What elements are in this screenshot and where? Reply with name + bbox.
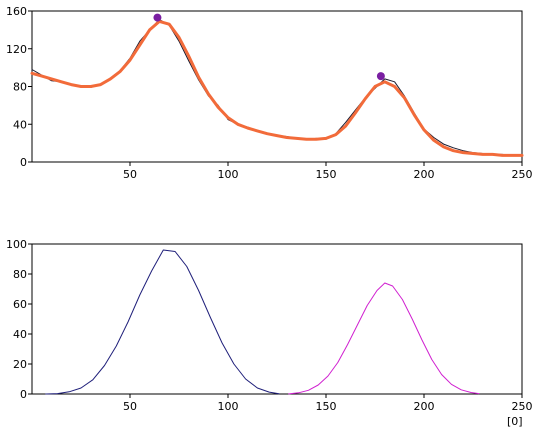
series-line-peak-1 xyxy=(45,249,280,395)
top-plot-frame xyxy=(31,10,523,163)
series-line-peak-2 xyxy=(288,282,480,395)
top-plot: 0 40 80 120 160 50 100 150 200 250 xyxy=(6,5,533,181)
bottom-y-ticks: 0 20 40 60 80 100 xyxy=(6,238,32,401)
y-tick-label: 60 xyxy=(13,298,27,311)
top-peak-markers xyxy=(153,13,385,81)
x-tick-label: 200 xyxy=(414,168,435,181)
x-tick-label: 150 xyxy=(316,168,337,181)
x-tick-label: 100 xyxy=(218,168,239,181)
y-tick-label: 40 xyxy=(13,118,27,131)
y-tick-label: 40 xyxy=(13,328,27,341)
y-tick-label: 80 xyxy=(13,81,27,94)
bottom-plot-frame xyxy=(31,243,523,395)
x-tick-label: 100 xyxy=(218,400,239,413)
bottom-series-group xyxy=(45,249,480,395)
y-tick-label: 20 xyxy=(13,358,27,371)
bottom-x-ticks: 50 100 150 200 250 xyxy=(123,394,533,413)
peak-marker xyxy=(153,13,162,22)
x-tick-label: 50 xyxy=(123,168,137,181)
series-line-fit xyxy=(30,19,524,157)
x-tick-label: 150 xyxy=(316,400,337,413)
top-x-ticks: 50 100 150 200 250 xyxy=(123,162,533,181)
y-tick-label: 0 xyxy=(20,156,27,169)
y-tick-label: 120 xyxy=(6,43,27,56)
y-tick-label: 80 xyxy=(13,268,27,281)
x-tick-label: 250 xyxy=(512,168,533,181)
x-tick-label: 50 xyxy=(123,400,137,413)
x-tick-label: 250 xyxy=(512,400,533,413)
top-y-ticks: 0 40 80 120 160 xyxy=(6,5,32,169)
top-series-group xyxy=(30,19,524,157)
x-tick-label: 200 xyxy=(414,400,435,413)
peak-marker xyxy=(376,72,385,81)
y-tick-label: 160 xyxy=(6,5,27,18)
y-tick-label: 0 xyxy=(20,388,27,401)
bottom-x-axis-label: [0] xyxy=(507,415,523,428)
bottom-plot: 0 20 40 60 80 100 50 100 150 200 250 [0] xyxy=(6,238,533,428)
y-tick-label: 100 xyxy=(6,238,27,251)
